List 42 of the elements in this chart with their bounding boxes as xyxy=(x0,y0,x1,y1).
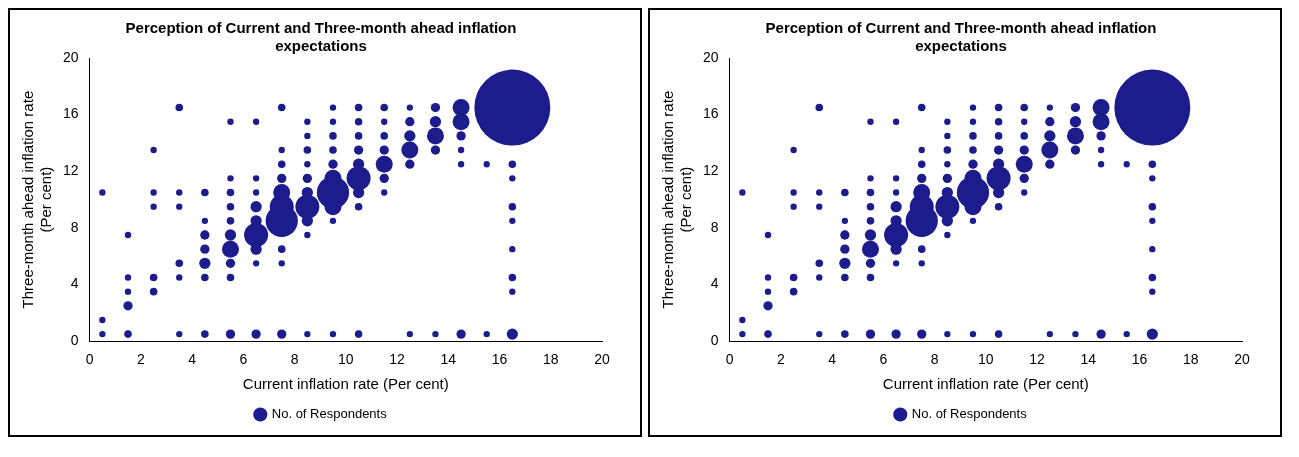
y-tick-label: 0 xyxy=(70,332,79,349)
x-tick-label: 8 xyxy=(930,351,939,368)
x-tick-label: 8 xyxy=(290,351,299,368)
x-tick-label: 6 xyxy=(239,351,248,368)
x-tick-label: 18 xyxy=(542,351,559,368)
y-tick-label: 12 xyxy=(62,162,79,179)
x-tick-label: 12 xyxy=(1029,351,1046,368)
y-tick-label: 4 xyxy=(70,275,79,292)
x-tick-label: 2 xyxy=(776,351,785,368)
x-tick-label: 20 xyxy=(594,351,610,368)
y-axis-title: Three-month ahead inflation rate (Per cent) xyxy=(659,90,695,309)
x-tick-label: 20 xyxy=(1234,351,1250,368)
y-tick-label: 20 xyxy=(702,48,719,65)
y-tick-label: 4 xyxy=(710,275,719,292)
x-tick-label: 16 xyxy=(491,351,508,368)
chart-title: Perception of Current and Three-month ahead inflation expectations xyxy=(765,19,1157,55)
x-axis-title: Current inflation rate (Per cent) xyxy=(242,375,449,393)
x-tick-label: 18 xyxy=(1182,351,1199,368)
y-tick-label: 16 xyxy=(62,105,79,122)
x-tick-label: 10 xyxy=(978,351,994,368)
x-tick-label: 0 xyxy=(85,351,94,368)
x-axis-title: Current inflation rate (Per cent) xyxy=(882,375,1089,393)
y-tick-label: 12 xyxy=(702,162,719,179)
x-tick-label: 4 xyxy=(188,351,197,368)
x-tick-label: 4 xyxy=(828,351,837,368)
y-axis-title: Three-month ahead inflation rate (Per cent) xyxy=(19,90,55,309)
x-tick-label: 14 xyxy=(1080,351,1097,368)
x-tick-label: 12 xyxy=(389,351,406,368)
legend-label: No. of Respondents xyxy=(911,406,1028,422)
x-tick-label: 16 xyxy=(1131,351,1148,368)
x-tick-label: 0 xyxy=(725,351,734,368)
x-tick-label: 6 xyxy=(879,351,888,368)
y-tick-label: 0 xyxy=(710,332,719,349)
y-tick-label: 8 xyxy=(70,218,79,235)
y-tick-label: 16 xyxy=(702,105,719,122)
x-tick-label: 14 xyxy=(440,351,457,368)
chart-title: Perception of Current and Three-month ahead inflation expectations xyxy=(125,19,517,55)
legend-label: No. of Respondents xyxy=(271,406,388,422)
x-tick-label: 2 xyxy=(136,351,145,368)
y-tick-label: 20 xyxy=(62,48,79,65)
y-tick-label: 8 xyxy=(710,218,719,235)
x-tick-label: 10 xyxy=(338,351,354,368)
